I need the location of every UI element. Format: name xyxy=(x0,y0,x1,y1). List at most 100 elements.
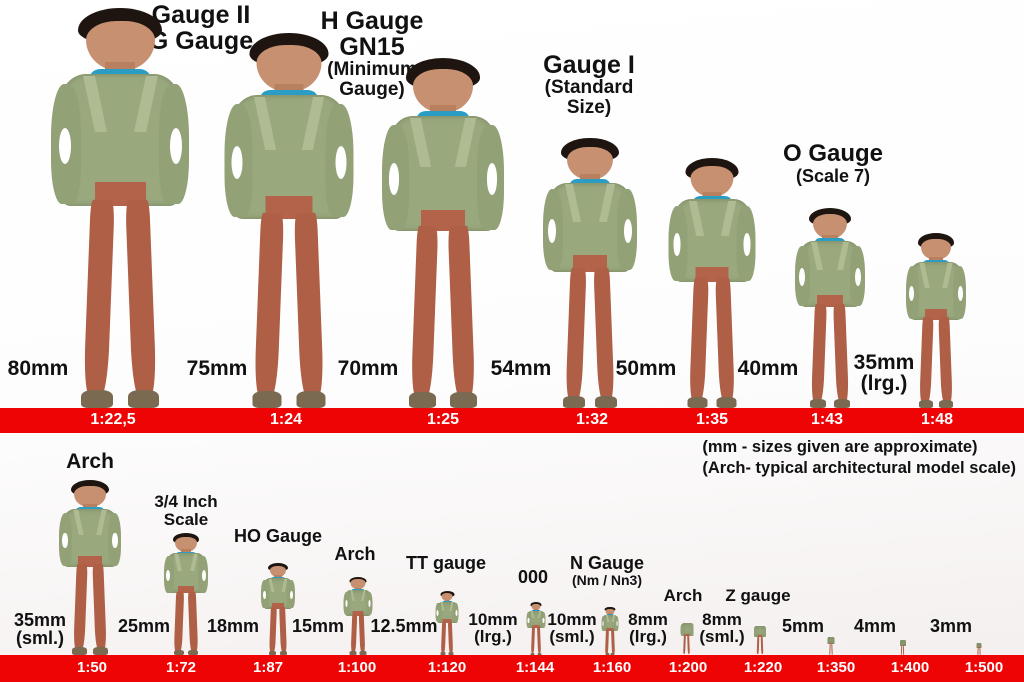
mm-value: 70mm xyxy=(337,357,399,380)
label-three-quarter-inch-scale: 3/4 Inch Scale xyxy=(154,493,217,528)
figure-1-48 xyxy=(903,233,969,408)
scale-1-87: 1:87 xyxy=(252,659,284,676)
mm-qualifier: (sml.) xyxy=(15,628,64,648)
title-line-1: Gauge I xyxy=(543,51,635,79)
figure-1-72 xyxy=(162,533,210,655)
scale-1-24: 1:24 xyxy=(269,411,303,428)
mm-label-15mm: 15mm xyxy=(292,617,344,635)
mm-value: 5mm xyxy=(781,616,825,636)
title-line-4: Gauge) xyxy=(339,78,405,100)
scale-1-350: 1:350 xyxy=(816,659,856,676)
title-line-1: O Gauge xyxy=(782,140,884,167)
mm-label-18mm: 18mm xyxy=(207,617,259,635)
mm-value: 75mm xyxy=(186,357,248,380)
mm-value: 3mm xyxy=(929,616,973,636)
mm-value: 54mm xyxy=(490,357,552,380)
label-z-gauge: Z gauge xyxy=(725,587,790,605)
scale-1-25: 1:25 xyxy=(426,411,460,428)
mm-value: 35mm xyxy=(853,351,915,374)
label-arch-1-220: Arch xyxy=(664,587,703,605)
title-line-1: TT gauge xyxy=(406,553,486,573)
title-line-1: Z gauge xyxy=(725,586,791,605)
mm-value: 40mm xyxy=(737,357,799,380)
label-arch-1-50: Arch xyxy=(66,451,114,473)
scale-1-32: 1:32 xyxy=(575,411,609,428)
mm-label-54mm: 54mm xyxy=(491,358,552,379)
scale-bar-top: 1:22,5 1:24 1:25 1:32 1:35 1:43 1:48 xyxy=(0,408,1024,433)
figure-1-87 xyxy=(260,563,296,655)
figure-1-43 xyxy=(792,208,868,408)
mm-value: 10mm xyxy=(547,610,597,629)
mm-qualifier: (lrg.) xyxy=(860,372,908,395)
label-gauge-ii-g-gauge: Gauge II G Gauge xyxy=(149,2,253,54)
note-arch-definition: (Arch- typical architectural model scale… xyxy=(702,459,1016,478)
figure-1-100 xyxy=(343,577,374,655)
mm-label-12-5mm: 12.5mm xyxy=(370,617,437,635)
scale-1-200: 1:200 xyxy=(668,659,708,676)
mm-value: 15mm xyxy=(291,616,345,636)
figure-1-400 xyxy=(899,637,907,655)
title-line-1: Arch xyxy=(334,544,376,564)
scale-1-160: 1:160 xyxy=(592,659,632,676)
note-mm-approximate: (mm - sizes given are approximate) xyxy=(702,438,978,456)
mm-label-3mm: 3mm xyxy=(930,617,972,635)
title-line-1: 3/4 Inch xyxy=(154,492,218,511)
chart-notes: (mm - sizes given are approximate) (Arch… xyxy=(702,437,1016,480)
mm-value: 50mm xyxy=(615,357,677,380)
mm-value: 12.5mm xyxy=(370,616,438,636)
mm-qualifier: (lrg.) xyxy=(629,627,667,646)
mm-label-10mm-sml: 10mm (sml.) xyxy=(547,611,596,645)
mm-label-50mm: 50mm xyxy=(616,358,677,379)
title-line-2: Scale xyxy=(163,509,209,529)
scale-1-43: 1:43 xyxy=(810,411,844,428)
figure-1-35 xyxy=(665,158,760,408)
label-000: 000 xyxy=(518,568,548,587)
mm-label-40mm: 40mm xyxy=(738,358,799,379)
bottom-row: Arch 3/4 Inch Scale HO Gauge Arch TT gau… xyxy=(0,444,1024,655)
mm-value: 4mm xyxy=(853,616,897,636)
top-row: Gauge II G Gauge H Gauge GN15 (Minimum G… xyxy=(8,2,969,408)
mm-label-35mm-sml: 35mm (sml.) xyxy=(14,611,66,647)
title-line-1: HO Gauge xyxy=(233,526,323,546)
mm-label-80mm: 80mm xyxy=(8,358,69,379)
title-line-1: H Gauge xyxy=(320,7,424,35)
figure-1-120 xyxy=(435,591,460,655)
figure-1-50 xyxy=(56,480,124,655)
scale-1-48: 1:48 xyxy=(920,411,954,428)
mm-value: 8mm xyxy=(702,610,742,629)
mm-qualifier: (sml.) xyxy=(699,627,745,646)
mm-value: 18mm xyxy=(206,616,260,636)
title-line-1: Gauge II xyxy=(151,1,251,29)
figure-1-220 xyxy=(753,620,767,655)
mm-label-35mm-lrg: 35mm (lrg.) xyxy=(854,352,915,394)
scale-1-72: 1:72 xyxy=(165,659,197,676)
scale-1-220: 1:220 xyxy=(743,659,783,676)
figure-1-200 xyxy=(680,617,695,655)
title-line-4: Size) xyxy=(566,96,612,118)
mm-label-5mm: 5mm xyxy=(782,617,824,635)
label-ho-gauge: HO Gauge xyxy=(234,527,322,546)
figure-1-160 xyxy=(601,607,620,655)
figure-1-500 xyxy=(976,641,983,655)
mm-qualifier: (sml.) xyxy=(549,627,595,646)
scale-1-22-5: 1:22,5 xyxy=(90,411,136,428)
figure-1-25 xyxy=(377,58,509,408)
scale-1-400: 1:400 xyxy=(890,659,930,676)
figure-1-32 xyxy=(539,138,641,408)
title-line-1: Arch xyxy=(663,586,703,605)
scale-1-144: 1:144 xyxy=(515,659,555,676)
title-line-2: G Gauge xyxy=(148,27,254,55)
label-n-gauge: N Gauge (Nm / Nn3) xyxy=(570,554,644,587)
title-line-1: 000 xyxy=(517,567,549,587)
scale-1-100: 1:100 xyxy=(337,659,377,676)
label-h-gauge-gn15: H Gauge GN15 (Minimum Gauge) xyxy=(321,8,424,100)
label-tt-gauge: TT gauge xyxy=(406,554,486,573)
mm-value: 35mm xyxy=(13,610,67,630)
mm-value: 8mm xyxy=(628,610,668,629)
mm-label-75mm: 75mm xyxy=(187,358,248,379)
mm-label-70mm: 70mm xyxy=(338,358,399,379)
title-line-3: (Scale 7) xyxy=(795,165,871,186)
label-arch-1-100: Arch xyxy=(334,545,375,564)
mm-label-8mm-lrg: 8mm (lrg.) xyxy=(628,611,668,645)
